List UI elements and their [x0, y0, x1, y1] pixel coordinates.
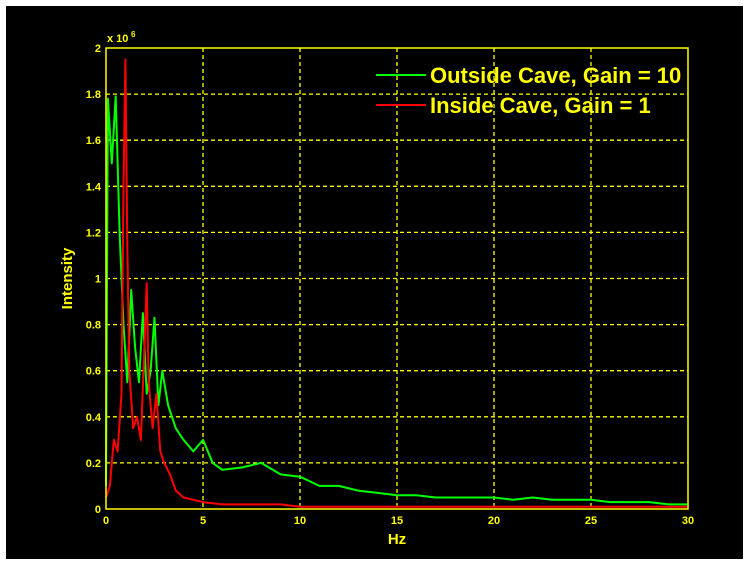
- legend: Outside Cave, Gain = 10 Inside Cave, Gain…: [376, 63, 681, 118]
- grid-lines: [106, 48, 688, 509]
- series-line-1: [105, 58, 688, 508]
- x-tick-label: 20: [488, 515, 500, 527]
- x-tick-label: 10: [294, 515, 306, 527]
- x-tick-label: 0: [103, 515, 109, 527]
- y-tick-label: 1.6: [86, 135, 101, 147]
- x-tick-label: 25: [585, 515, 597, 527]
- y-tick-label: 0.6: [86, 366, 101, 378]
- y-ticks: 0 0.2 0.4 0.6 0.8 1 1.2 1.4 1.6 1.8 2: [86, 43, 102, 516]
- legend-label-1: Inside Cave, Gain = 1: [430, 93, 651, 118]
- y-tick-label: 0.8: [86, 320, 101, 332]
- y-tick-label: 1.2: [86, 227, 101, 239]
- x-axis-label: Hz: [388, 531, 406, 548]
- x-tick-label: 5: [200, 515, 206, 527]
- y-tick-label: 1: [95, 274, 101, 286]
- x-ticks: 0 5 10 15 20 25 30: [103, 515, 694, 527]
- y-multiplier: x 10: [107, 33, 128, 45]
- y-axis-label: Intensity: [59, 247, 76, 309]
- y-tick-label: 1.4: [86, 181, 102, 193]
- y-tick-label: 0.2: [86, 458, 101, 470]
- legend-label-0: Outside Cave, Gain = 10: [430, 63, 681, 88]
- plot-border: [105, 47, 689, 510]
- x-tick-label: 15: [391, 515, 403, 527]
- y-tick-label: 1.8: [86, 89, 101, 101]
- series-lines: [105, 58, 688, 508]
- x-tick-label: 30: [682, 515, 694, 527]
- y-tick-label: 0.4: [86, 412, 102, 424]
- y-tick-label: 0: [95, 504, 101, 516]
- y-multiplier-exponent: 6: [131, 30, 136, 39]
- series-line-0: [105, 95, 688, 506]
- y-tick-label: 2: [95, 43, 101, 55]
